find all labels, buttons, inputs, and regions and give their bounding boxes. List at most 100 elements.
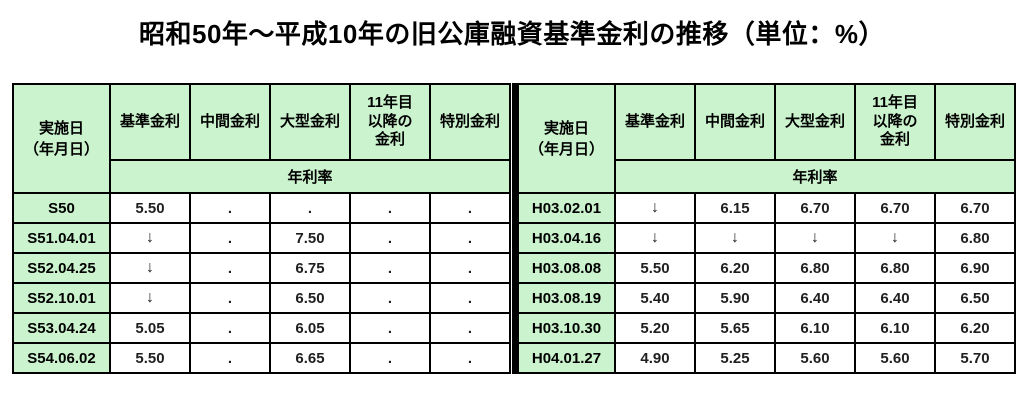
table-body-heisei: H03.02.01 ↓ 6.15 6.70 6.70 6.70 H03.04.16 ↓ ↓ ↓ ↓ 6… <box>517 192 1016 374</box>
rate-value: 6.15 <box>694 192 776 224</box>
row-date: H04.01.27 <box>517 342 616 374</box>
column-header-special-rate: 特別金利 <box>934 83 1016 161</box>
row-date: H03.04.16 <box>517 222 616 254</box>
rate-value: 6.05 <box>269 312 351 344</box>
no-value-dot: . <box>429 222 511 254</box>
rate-value: 5.90 <box>694 282 776 314</box>
table-header: 実施日 （年月日） 基準金利 中間金利 大型金利 11年目 以降の 金利 特別金… <box>12 83 511 194</box>
rate-value: 6.70 <box>934 192 1016 224</box>
arrow-down-icon: ↓ <box>614 222 696 254</box>
rate-value: 5.50 <box>109 342 191 374</box>
rate-value: 5.70 <box>934 342 1016 374</box>
rate-table-heisei: 実施日 （年月日） 基準金利 中間金利 大型金利 11年目 以降の 金利 特別金… <box>517 83 1016 374</box>
rate-value: 6.10 <box>774 312 856 344</box>
no-value-dot: . <box>349 252 431 284</box>
table-row: S52.10.01 ↓. 6.50.. <box>12 282 511 314</box>
header-row: 実施日 （年月日） 基準金利 中間金利 大型金利 11年目 以降の 金利 特別金… <box>517 83 1016 194</box>
row-date: S51.04.01 <box>12 222 111 254</box>
arrow-down-icon: ↓ <box>854 222 936 254</box>
table-header: 実施日 （年月日） 基準金利 中間金利 大型金利 11年目 以降の 金利 特別金… <box>517 83 1016 194</box>
no-value-dot: . <box>429 252 511 284</box>
rate-value: 7.50 <box>269 222 351 254</box>
row-date: S54.06.02 <box>12 342 111 374</box>
no-value-dot: . <box>189 222 271 254</box>
column-header-base-rate: 基準金利 <box>614 83 696 161</box>
column-header-date: 実施日 （年月日） <box>517 83 616 194</box>
arrow-down-icon: ↓ <box>774 222 856 254</box>
column-header-large-rate: 大型金利 <box>269 83 351 161</box>
rate-value: 6.65 <box>269 342 351 374</box>
row-date: S53.04.24 <box>12 312 111 344</box>
row-date: H03.08.08 <box>517 252 616 284</box>
no-value-dot: . <box>269 192 351 224</box>
table-row: S53.04.24 5.05. 6.05.. <box>12 312 511 344</box>
table-row: H03.04.16 ↓ ↓ ↓ ↓ 6.80 <box>517 222 1016 254</box>
rate-value: 4.90 <box>614 342 696 374</box>
table-row: S54.06.02 5.50. 6.65.. <box>12 342 511 374</box>
table-row: H03.02.01 ↓ 6.15 6.70 6.70 6.70 <box>517 192 1016 224</box>
column-header-after-11th-year-rate: 11年目 以降の 金利 <box>349 83 431 161</box>
arrow-down-icon: ↓ <box>614 192 696 224</box>
rate-value: 6.50 <box>934 282 1016 314</box>
no-value-dot: . <box>429 192 511 224</box>
no-value-dot: . <box>429 312 511 344</box>
annual-rate-subheader: 年利率 <box>109 159 511 194</box>
rate-value: 5.40 <box>614 282 696 314</box>
rate-value: 5.60 <box>774 342 856 374</box>
rate-value: 6.80 <box>934 222 1016 254</box>
rate-value: 5.05 <box>109 312 191 344</box>
column-header-large-rate: 大型金利 <box>774 83 856 161</box>
rate-value: 6.20 <box>934 312 1016 344</box>
rate-value: 6.20 <box>694 252 776 284</box>
subheader-row: 年利率 <box>518 159 1016 194</box>
column-header-base-rate: 基準金利 <box>109 83 191 161</box>
table-row: H03.10.30 5.20 5.65 6.10 6.10 6.20 <box>517 312 1016 344</box>
rate-value: 5.60 <box>854 342 936 374</box>
rate-value: 5.65 <box>694 312 776 344</box>
rate-value: 6.70 <box>774 192 856 224</box>
table-row: H04.01.27 4.90 5.25 5.60 5.60 5.70 <box>517 342 1016 374</box>
rate-value: 6.75 <box>269 252 351 284</box>
arrow-down-icon: ↓ <box>109 252 191 284</box>
rate-value: 6.40 <box>854 282 936 314</box>
rate-value: 5.50 <box>109 192 191 224</box>
no-value-dot: . <box>189 312 271 344</box>
column-header-middle-rate: 中間金利 <box>694 83 776 161</box>
row-date: S52.04.25 <box>12 252 111 284</box>
no-value-dot: . <box>189 282 271 314</box>
column-header-special-rate: 特別金利 <box>429 83 511 161</box>
row-date: H03.08.19 <box>517 282 616 314</box>
table-row: S50 5.50.... <box>12 192 511 224</box>
no-value-dot: . <box>349 282 431 314</box>
rate-tables-container: 実施日 （年月日） 基準金利 中間金利 大型金利 11年目 以降の 金利 特別金… <box>12 83 1024 374</box>
column-header-after-11th-year-rate: 11年目 以降の 金利 <box>854 83 936 161</box>
annual-rate-subheader: 年利率 <box>614 159 1016 194</box>
column-header-date: 実施日 （年月日） <box>12 83 111 194</box>
no-value-dot: . <box>349 342 431 374</box>
table-body-showa: S50 5.50.... S51.04.01 ↓. 7.50.. S52.04.25 ↓. 6… <box>12 192 511 374</box>
page: 昭和50年～平成10年の旧公庫融資基準金利の推移（単位：%） 実施日 （年月日）… <box>0 14 1024 374</box>
rate-value: 6.40 <box>774 282 856 314</box>
no-value-dot: . <box>429 342 511 374</box>
no-value-dot: . <box>349 192 431 224</box>
header-row: 実施日 （年月日） 基準金利 中間金利 大型金利 11年目 以降の 金利 特別金… <box>12 83 511 194</box>
rate-value: 6.50 <box>269 282 351 314</box>
no-value-dot: . <box>189 252 271 284</box>
rate-table-showa: 実施日 （年月日） 基準金利 中間金利 大型金利 11年目 以降の 金利 特別金… <box>12 83 511 374</box>
rate-value: 5.20 <box>614 312 696 344</box>
no-value-dot: . <box>429 282 511 314</box>
table-row: H03.08.08 5.50 6.20 6.80 6.80 6.90 <box>517 252 1016 284</box>
rate-value: 6.10 <box>854 312 936 344</box>
row-date: S52.10.01 <box>12 282 111 314</box>
row-date: H03.10.30 <box>517 312 616 344</box>
rate-value: 6.80 <box>854 252 936 284</box>
arrow-down-icon: ↓ <box>109 282 191 314</box>
column-header-middle-rate: 中間金利 <box>189 83 271 161</box>
rate-value: 6.70 <box>854 192 936 224</box>
arrow-down-icon: ↓ <box>694 222 776 254</box>
no-value-dot: . <box>189 342 271 374</box>
arrow-down-icon: ↓ <box>109 222 191 254</box>
no-value-dot: . <box>189 192 271 224</box>
row-date: H03.02.01 <box>517 192 616 224</box>
rate-value: 6.90 <box>934 252 1016 284</box>
